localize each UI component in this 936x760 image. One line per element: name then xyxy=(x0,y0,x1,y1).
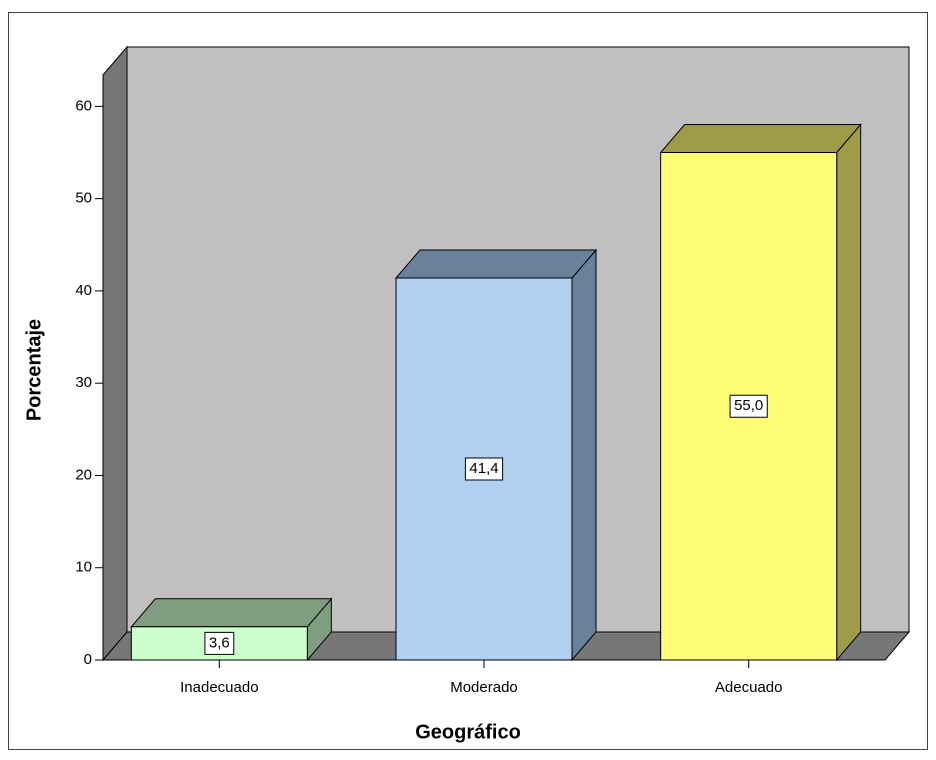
value-label-box xyxy=(729,394,768,418)
y-tick-label: 60 xyxy=(75,97,92,114)
y-tick-label: 30 xyxy=(75,374,92,391)
y-tick-label: 0 xyxy=(84,651,92,668)
bar-side xyxy=(836,123,862,662)
bar-top xyxy=(394,249,598,279)
value-label-box xyxy=(464,457,504,481)
value-label: 3,6 xyxy=(209,634,230,651)
y-axis-title: Porcentaje xyxy=(23,319,45,421)
value-label: 55,0 xyxy=(734,397,763,414)
y-tick-label: 10 xyxy=(75,559,92,576)
y-tick-label: 40 xyxy=(75,282,92,299)
bar-top xyxy=(659,124,862,154)
x-axis-title: Geográfico xyxy=(415,721,521,743)
x-tick-label: Adecuado xyxy=(715,679,783,696)
left-wall xyxy=(102,45,128,662)
y-tick-label: 20 xyxy=(75,466,92,483)
y-tick-label: 50 xyxy=(75,190,92,207)
x-tick-label: Moderado xyxy=(450,679,518,696)
value-label: 41,4 xyxy=(469,460,498,477)
bar-side xyxy=(571,248,597,662)
value-label-box xyxy=(204,631,235,655)
bar-top xyxy=(130,598,333,628)
x-tick-label: Inadecuado xyxy=(180,679,258,696)
